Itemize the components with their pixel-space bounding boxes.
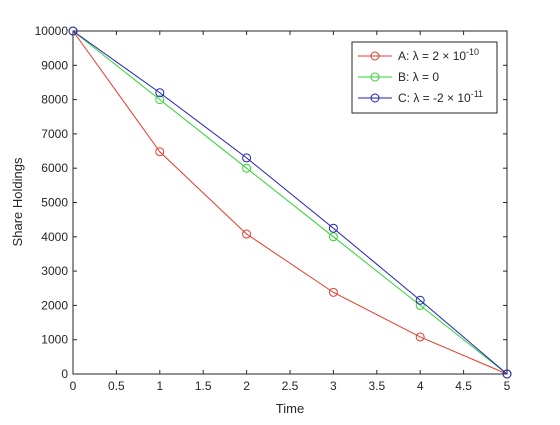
legend-label-exponent: -10 — [466, 47, 479, 57]
x-tick-label: 2 — [243, 379, 250, 393]
legend-item: A: λ = 2 × 10-10 — [358, 47, 479, 63]
y-axis-label: Share Holdings — [10, 157, 25, 246]
x-tick-label: 0 — [70, 379, 77, 393]
legend-label-text: B: λ = 0 — [398, 70, 439, 84]
series-line — [72, 30, 508, 375]
x-tick-label: 4 — [417, 379, 424, 393]
series-line — [72, 30, 508, 375]
axis-ticks: 0 0.5 1 1.5 2 2.5 3 3.5 4 4.5 5 0 1000 2000 3000 4000 50… — [35, 24, 511, 393]
series-layer — [68, 26, 512, 379]
legend-marker — [370, 51, 380, 61]
legend: A: λ = 2 × 10-10B: λ = 0C: λ = -2 × 10-1… — [351, 41, 498, 114]
data-point — [155, 95, 165, 105]
data-point — [155, 88, 165, 98]
y-tick-label: 5000 — [41, 196, 68, 210]
data-point — [415, 300, 425, 310]
y-tick-label: 2000 — [41, 298, 68, 312]
legend-label-text: C: λ = -2 × 10 — [398, 91, 471, 105]
data-point — [415, 295, 425, 305]
x-tick-label: 1.5 — [195, 379, 212, 393]
data-point — [68, 26, 78, 36]
data-point — [155, 147, 165, 157]
x-tick-label: 3.5 — [368, 379, 385, 393]
data-point — [328, 223, 338, 233]
x-tick-label: 1 — [156, 379, 163, 393]
x-tick-label: 4.5 — [455, 379, 472, 393]
data-point — [328, 232, 338, 242]
legend-label: C: λ = -2 × 10-11 — [398, 89, 483, 105]
legend-item: B: λ = 0 — [358, 70, 439, 84]
x-tick-label: 5 — [504, 379, 511, 393]
y-tick-label: 8000 — [41, 93, 68, 107]
legend-label-exponent: -11 — [471, 89, 483, 99]
y-tick-label: 10000 — [35, 24, 69, 38]
y-tick-label: 0 — [61, 367, 68, 381]
data-point — [502, 369, 512, 379]
y-tick-label: 6000 — [41, 161, 68, 175]
series-c — [68, 26, 512, 379]
data-point — [242, 153, 252, 163]
legend-marker — [370, 72, 380, 82]
y-tick-label: 1000 — [41, 333, 68, 347]
data-point — [242, 229, 252, 239]
legend-marker — [370, 93, 380, 103]
y-tick-label: 4000 — [41, 230, 68, 244]
y-tick-label: 7000 — [41, 127, 68, 141]
legend-label-text: A: λ = 2 × 10 — [398, 49, 466, 63]
series-line — [72, 30, 508, 375]
x-axis-label: Time — [276, 401, 304, 416]
x-tick-label: 2.5 — [282, 379, 299, 393]
x-tick-label: 0.5 — [108, 379, 125, 393]
y-tick-label: 3000 — [41, 264, 68, 278]
data-point — [242, 163, 252, 173]
data-point — [415, 332, 425, 342]
data-point — [328, 287, 338, 297]
x-tick-label: 3 — [330, 379, 337, 393]
y-tick-label: 9000 — [41, 58, 68, 72]
legend-label: A: λ = 2 × 10-10 — [398, 47, 479, 63]
legend-item: C: λ = -2 × 10-11 — [358, 89, 483, 105]
legend-label: B: λ = 0 — [398, 70, 439, 84]
